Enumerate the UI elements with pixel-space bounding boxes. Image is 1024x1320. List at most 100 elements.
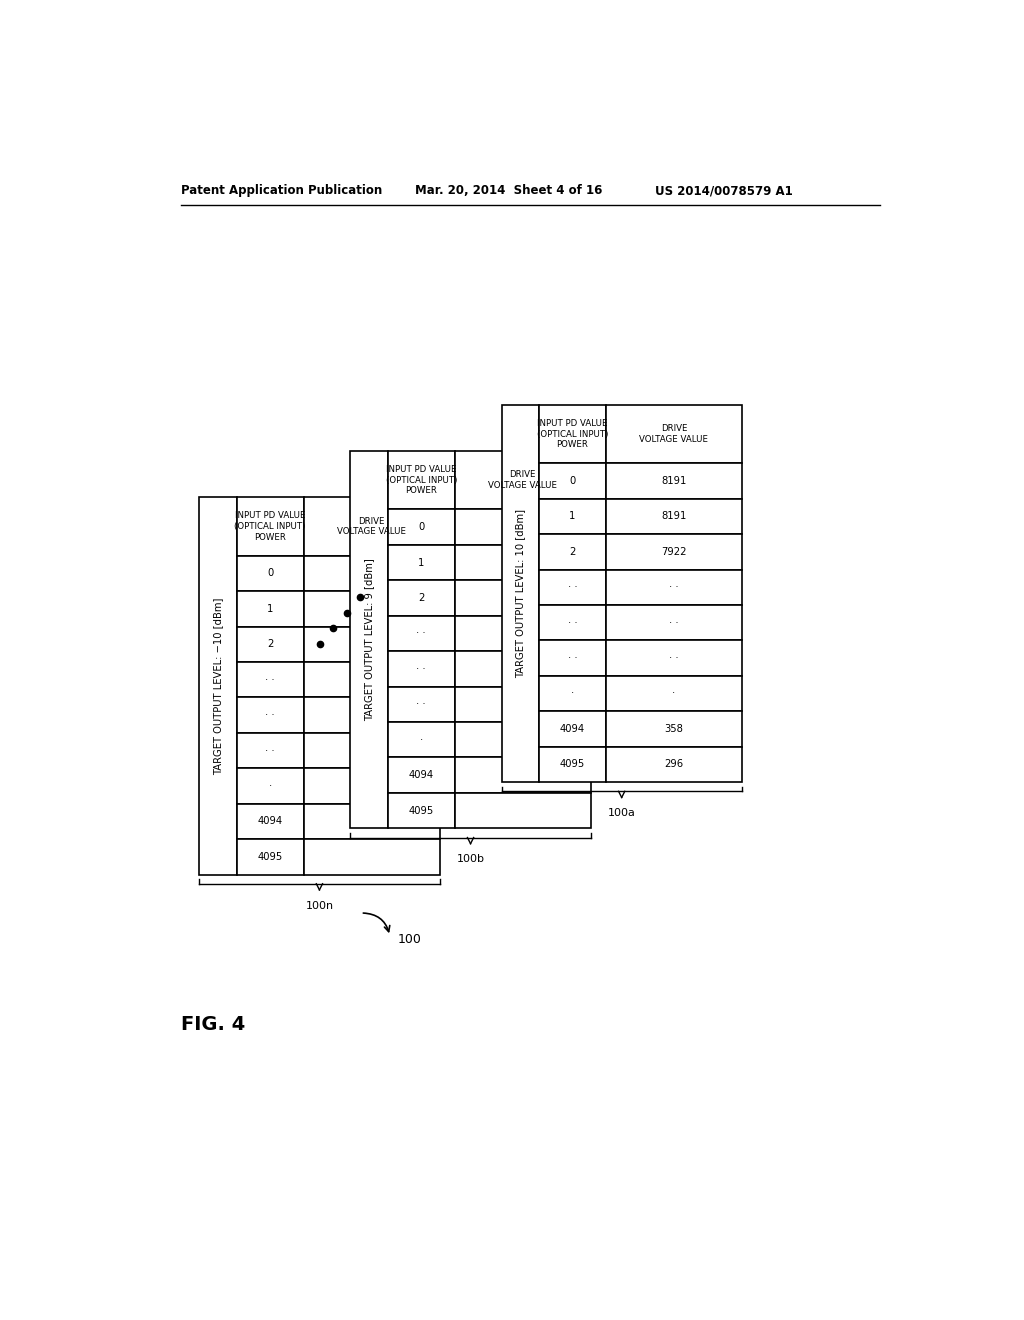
Bar xyxy=(539,463,606,499)
Bar xyxy=(388,615,455,651)
Text: · ·: · · xyxy=(567,618,578,628)
Bar xyxy=(539,640,606,676)
Bar xyxy=(237,733,304,768)
Text: 4095: 4095 xyxy=(258,851,283,862)
Text: 4094: 4094 xyxy=(560,723,585,734)
Bar xyxy=(304,804,439,840)
Bar xyxy=(237,627,304,661)
Text: ·: · xyxy=(673,689,676,698)
Bar xyxy=(455,545,591,581)
Bar xyxy=(304,840,439,875)
Bar xyxy=(304,661,439,697)
Bar xyxy=(606,640,741,676)
Text: 8191: 8191 xyxy=(662,511,687,521)
Bar xyxy=(455,722,591,758)
Text: · ·: · · xyxy=(265,710,275,721)
Bar xyxy=(606,711,741,747)
Text: Patent Application Publication: Patent Application Publication xyxy=(180,185,382,197)
Text: 100b: 100b xyxy=(457,854,484,865)
Text: · ·: · · xyxy=(669,653,679,663)
Text: · ·: · · xyxy=(669,582,679,593)
Bar xyxy=(455,793,591,829)
Text: · ·: · · xyxy=(417,628,426,639)
Text: INPUT PD VALUE
(OPTICAL INPUT)
POWER: INPUT PD VALUE (OPTICAL INPUT) POWER xyxy=(386,465,457,495)
Bar xyxy=(606,676,741,711)
Bar xyxy=(237,768,304,804)
Bar xyxy=(539,499,606,535)
Text: 8191: 8191 xyxy=(662,477,687,486)
Text: 2: 2 xyxy=(569,546,575,557)
Text: DRIVE
VOLTAGE VALUE: DRIVE VOLTAGE VALUE xyxy=(639,424,709,444)
Bar xyxy=(304,733,439,768)
Bar xyxy=(388,451,455,510)
Bar xyxy=(304,498,439,556)
Bar xyxy=(304,627,439,661)
Text: INPUT PD VALUE
(OPTICAL INPUT)
POWER: INPUT PD VALUE (OPTICAL INPUT) POWER xyxy=(537,418,608,449)
Bar xyxy=(606,747,741,781)
Text: 0: 0 xyxy=(569,477,575,486)
Text: 1: 1 xyxy=(569,511,575,521)
Text: ·: · xyxy=(268,781,271,791)
Bar xyxy=(388,686,455,722)
Text: · ·: · · xyxy=(417,700,426,709)
Text: · ·: · · xyxy=(265,675,275,685)
Text: 100: 100 xyxy=(397,933,422,946)
Text: · ·: · · xyxy=(567,582,578,593)
Text: 296: 296 xyxy=(665,759,683,770)
Bar xyxy=(304,697,439,733)
Bar xyxy=(304,556,439,591)
Bar xyxy=(539,676,606,711)
Text: 1: 1 xyxy=(418,557,425,568)
Bar xyxy=(455,510,591,545)
Text: TARGET OUTPUT LEVEL: 10 [dBm]: TARGET OUTPUT LEVEL: 10 [dBm] xyxy=(515,510,525,678)
Text: 0: 0 xyxy=(267,569,273,578)
Bar xyxy=(350,451,388,829)
Bar xyxy=(606,569,741,605)
Bar xyxy=(388,651,455,686)
Text: · ·: · · xyxy=(265,746,275,755)
Text: · ·: · · xyxy=(417,664,426,675)
Bar xyxy=(455,615,591,651)
Bar xyxy=(304,591,439,627)
Text: TARGET OUTPUT LEVEL: −10 [dBm]: TARGET OUTPUT LEVEL: −10 [dBm] xyxy=(213,597,223,775)
Bar xyxy=(200,498,237,875)
Bar xyxy=(237,840,304,875)
Bar xyxy=(539,747,606,781)
Bar xyxy=(237,804,304,840)
Text: 358: 358 xyxy=(665,723,683,734)
Bar xyxy=(606,535,741,569)
Bar xyxy=(237,498,304,556)
Bar xyxy=(539,405,606,463)
Text: 2: 2 xyxy=(418,593,425,603)
Text: US 2014/0078579 A1: US 2014/0078579 A1 xyxy=(655,185,793,197)
Bar xyxy=(606,499,741,535)
Bar xyxy=(606,405,741,463)
Bar xyxy=(388,793,455,829)
Text: 100n: 100n xyxy=(305,900,334,911)
Bar xyxy=(606,463,741,499)
Bar xyxy=(388,758,455,793)
Bar xyxy=(388,545,455,581)
Bar xyxy=(455,451,591,510)
Bar xyxy=(388,581,455,615)
Bar xyxy=(539,535,606,569)
Bar xyxy=(455,651,591,686)
Bar xyxy=(606,605,741,640)
Text: · ·: · · xyxy=(669,618,679,628)
Text: TARGET OUTPUT LEVEL: 9 [dBm]: TARGET OUTPUT LEVEL: 9 [dBm] xyxy=(365,558,374,721)
Text: ·: · xyxy=(420,735,423,744)
Text: 2: 2 xyxy=(267,639,273,649)
Bar xyxy=(388,510,455,545)
Bar xyxy=(237,697,304,733)
Text: 0: 0 xyxy=(418,523,424,532)
Text: FIG. 4: FIG. 4 xyxy=(180,1015,245,1034)
Bar xyxy=(455,758,591,793)
Text: DRIVE
VOLTAGE VALUE: DRIVE VOLTAGE VALUE xyxy=(488,470,557,490)
Bar xyxy=(304,768,439,804)
Bar xyxy=(455,581,591,615)
Text: INPUT PD VALUE
(OPTICAL INPUT)
POWER: INPUT PD VALUE (OPTICAL INPUT) POWER xyxy=(234,511,306,541)
Text: 100a: 100a xyxy=(607,808,636,818)
Bar xyxy=(502,405,539,781)
Text: DRIVE
VOLTAGE VALUE: DRIVE VOLTAGE VALUE xyxy=(337,516,407,536)
Text: Mar. 20, 2014  Sheet 4 of 16: Mar. 20, 2014 Sheet 4 of 16 xyxy=(415,185,602,197)
